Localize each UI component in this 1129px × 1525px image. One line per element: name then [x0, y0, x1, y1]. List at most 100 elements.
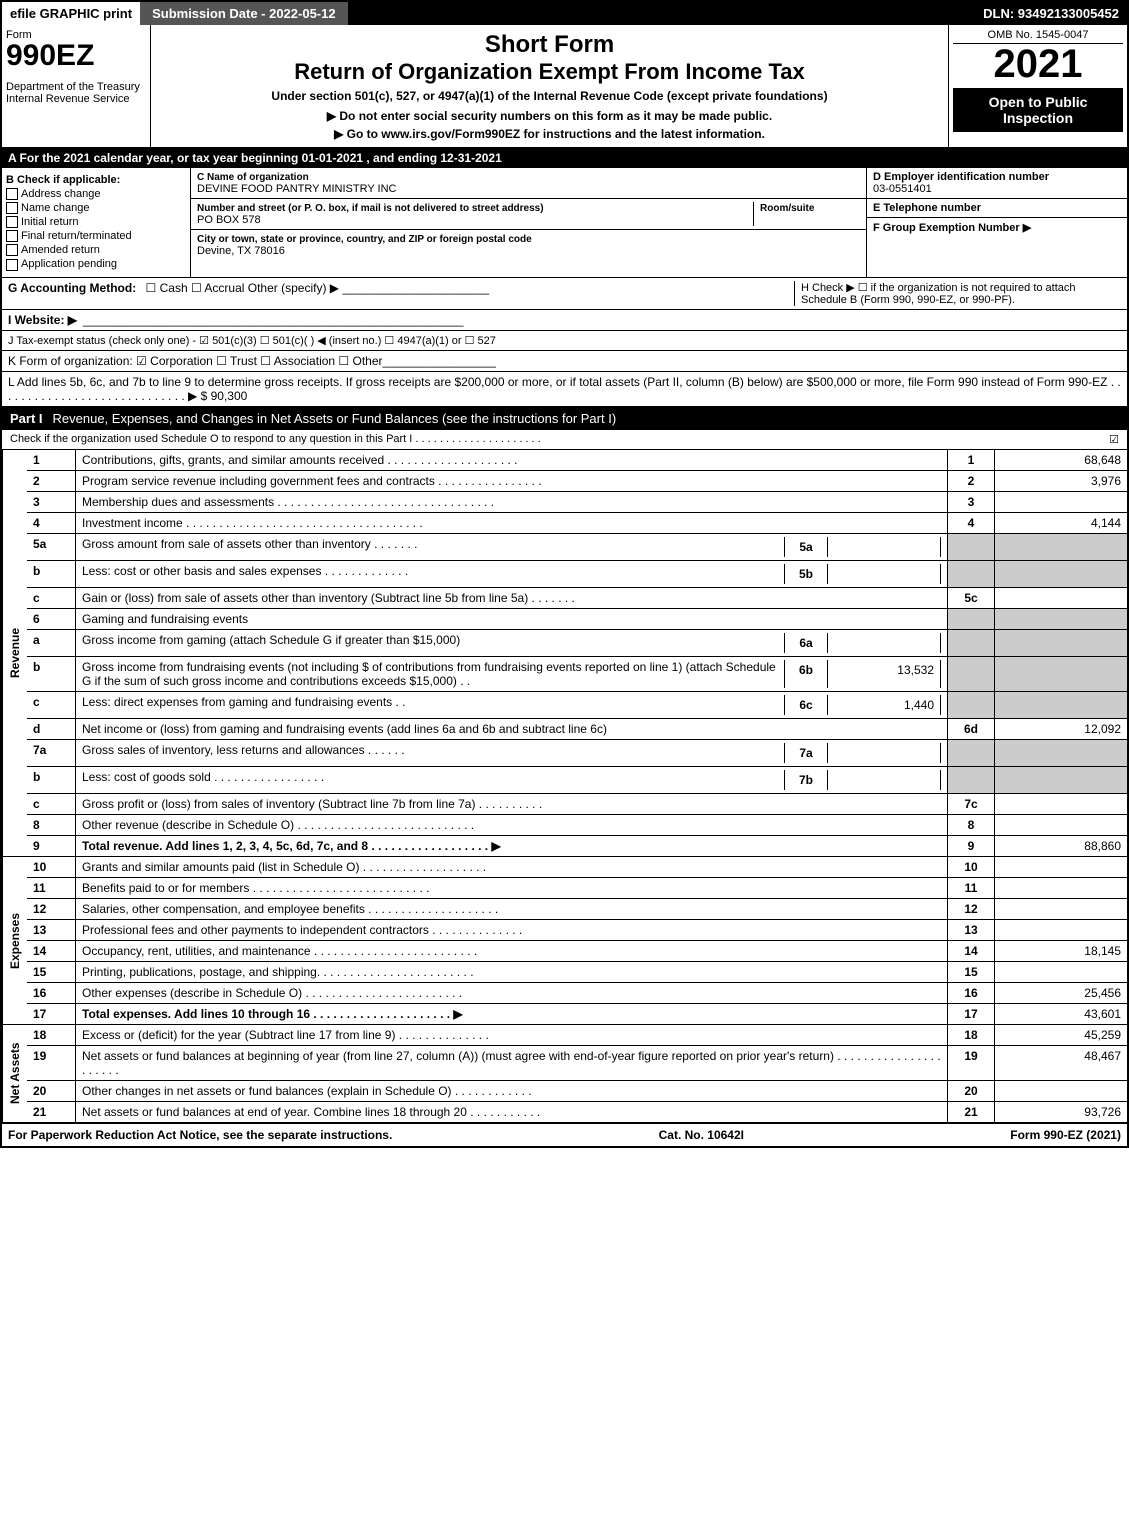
g-label: G Accounting Method:	[8, 281, 136, 295]
line-3-desc: Membership dues and assessments . . . . …	[76, 492, 947, 512]
line-5a-desc: Gross amount from sale of assets other t…	[82, 537, 784, 557]
line-6b-sub: 6b	[784, 660, 828, 688]
line-2-val: 3,976	[994, 471, 1127, 491]
b-label: B Check if applicable:	[6, 174, 120, 186]
line-l: L Add lines 5b, 6c, and 7b to line 9 to …	[2, 372, 1127, 407]
line-1-num: 1	[27, 450, 76, 470]
line-6d-col: 6d	[947, 719, 994, 739]
line-4-col: 4	[947, 513, 994, 533]
line-8-desc: Other revenue (describe in Schedule O) .…	[76, 815, 947, 835]
line-j[interactable]: J Tax-exempt status (check only one) - ☑…	[2, 331, 1127, 351]
ein-value: 03-0551401	[873, 183, 932, 195]
line-7b-sub: 7b	[784, 770, 828, 790]
line-6c-subval: 1,440	[828, 695, 941, 715]
line-5b-desc: Less: cost or other basis and sales expe…	[82, 564, 784, 584]
line-21-desc: Net assets or fund balances at end of ye…	[76, 1102, 947, 1122]
line-9-desc: Total revenue. Add lines 1, 2, 3, 4, 5c,…	[76, 836, 947, 856]
city-value: Devine, TX 78016	[197, 245, 285, 257]
expenses-side-label: Expenses	[2, 857, 27, 1024]
line-18-col: 18	[947, 1025, 994, 1045]
line-16-val: 25,456	[994, 983, 1127, 1003]
tax-year: 2021	[953, 44, 1123, 84]
line-14-val: 18,145	[994, 941, 1127, 961]
group-exemption-cell: F Group Exemption Number ▶	[867, 218, 1127, 237]
line-6a-desc: Gross income from gaming (attach Schedul…	[82, 633, 784, 653]
form-ref: Form 990-EZ (2021)	[1010, 1128, 1121, 1142]
line-7a-subval	[828, 743, 941, 763]
line-14-desc: Occupancy, rent, utilities, and maintena…	[76, 941, 947, 961]
line-2-col: 2	[947, 471, 994, 491]
line-21-val: 93,726	[994, 1102, 1127, 1122]
line-9-col: 9	[947, 836, 994, 856]
submission-date: Submission Date - 2022-05-12	[140, 2, 348, 25]
part-1-sub: Check if the organization used Schedule …	[2, 430, 1127, 450]
line-6c-sub: 6c	[784, 695, 828, 715]
line-5b-sub: 5b	[784, 564, 828, 584]
org-name-cell: C Name of organization DEVINE FOOD PANTR…	[191, 168, 866, 199]
line-17-val: 43,601	[994, 1004, 1127, 1024]
return-title: Return of Organization Exempt From Incom…	[157, 59, 942, 85]
room-label: Room/suite	[760, 203, 814, 214]
line-4-desc: Investment income . . . . . . . . . . . …	[76, 513, 947, 533]
phone-cell: E Telephone number	[867, 199, 1127, 218]
check-address-change[interactable]: Address change	[6, 188, 186, 200]
check-initial-return[interactable]: Initial return	[6, 216, 186, 228]
line-19-val: 48,467	[994, 1046, 1127, 1080]
street-value: PO BOX 578	[197, 214, 261, 226]
netassets-block: Net Assets 18Excess or (deficit) for the…	[2, 1025, 1127, 1124]
line-6-desc: Gaming and fundraising events	[76, 609, 947, 629]
line-6a-subval	[828, 633, 941, 653]
line-20-val	[994, 1081, 1127, 1101]
line-7a-desc: Gross sales of inventory, less returns a…	[82, 743, 784, 763]
line-1-val: 68,648	[994, 450, 1127, 470]
expenses-block: Expenses 10Grants and similar amounts pa…	[2, 857, 1127, 1025]
line-10-val	[994, 857, 1127, 877]
cat-no: Cat. No. 10642I	[659, 1128, 744, 1142]
line-g-h: G Accounting Method: ☐ Cash ☐ Accrual Ot…	[2, 278, 1127, 310]
line-17-desc: Total expenses. Add lines 10 through 16 …	[76, 1004, 947, 1024]
g-options[interactable]: ☐ Cash ☐ Accrual Other (specify) ▶	[146, 281, 339, 295]
line-12-val	[994, 899, 1127, 919]
line-20-col: 20	[947, 1081, 994, 1101]
line-4-val: 4,144	[994, 513, 1127, 533]
goto-link[interactable]: ▶ Go to www.irs.gov/Form990EZ for instru…	[157, 127, 942, 141]
line-5a-subval	[828, 537, 941, 557]
line-7c-desc: Gross profit or (loss) from sales of inv…	[76, 794, 947, 814]
line-9-val: 88,860	[994, 836, 1127, 856]
b-checkboxes: B Check if applicable: Address change Na…	[2, 168, 191, 277]
short-form-title: Short Form	[157, 31, 942, 59]
line-1-col: 1	[947, 450, 994, 470]
check-final-return[interactable]: Final return/terminated	[6, 230, 186, 242]
line-h[interactable]: H Check ▶ ☐ if the organization is not r…	[794, 281, 1121, 306]
check-application-pending[interactable]: Application pending	[6, 258, 186, 270]
line-5b-subval	[828, 564, 941, 584]
part-1-heading: Revenue, Expenses, and Changes in Net As…	[53, 411, 617, 426]
line-16-col: 16	[947, 983, 994, 1003]
page-footer: For Paperwork Reduction Act Notice, see …	[2, 1124, 1127, 1146]
schedule-o-check[interactable]: ☑	[1109, 433, 1119, 446]
dln: DLN: 93492133005452	[975, 2, 1127, 25]
street-cell: Number and street (or P. O. box, if mail…	[191, 199, 866, 230]
revenue-side-label: Revenue	[2, 450, 27, 856]
check-amended-return[interactable]: Amended return	[6, 244, 186, 256]
dept-treasury: Department of the Treasury Internal Reve…	[6, 81, 146, 105]
line-11-val	[994, 878, 1127, 898]
line-12-col: 12	[947, 899, 994, 919]
line-3-col: 3	[947, 492, 994, 512]
line-2-desc: Program service revenue including govern…	[76, 471, 947, 491]
form-number: 990EZ	[6, 41, 146, 71]
line-7b-subval	[828, 770, 941, 790]
efile-print-button[interactable]: efile GRAPHIC print	[2, 2, 140, 25]
line-15-col: 15	[947, 962, 994, 982]
line-5c-val	[994, 588, 1127, 608]
line-6b-subval: 13,532	[828, 660, 941, 688]
check-name-change[interactable]: Name change	[6, 202, 186, 214]
line-5c-col: 5c	[947, 588, 994, 608]
form-header: Form 990EZ Department of the Treasury In…	[2, 25, 1127, 148]
line-k[interactable]: K Form of organization: ☑ Corporation ☐ …	[2, 351, 1127, 372]
line-8-col: 8	[947, 815, 994, 835]
org-name: DEVINE FOOD PANTRY MINISTRY INC	[197, 183, 396, 195]
section-b-through-f: B Check if applicable: Address change Na…	[2, 168, 1127, 278]
line-3-val	[994, 492, 1127, 512]
line-6d-val: 12,092	[994, 719, 1127, 739]
